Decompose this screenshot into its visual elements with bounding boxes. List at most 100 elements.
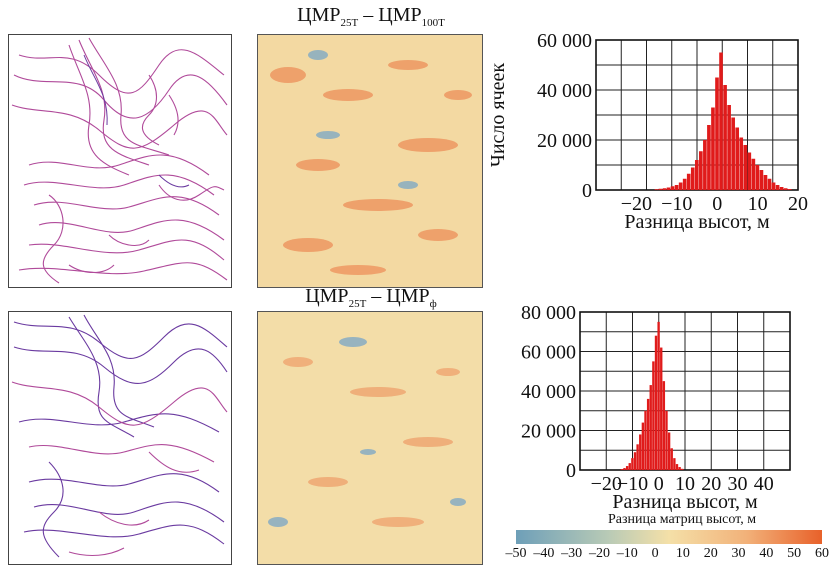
diff-map-top-title: ЦМР25Т – ЦМР100Т bbox=[297, 4, 445, 29]
contour-map-bottom bbox=[8, 311, 232, 565]
diff-texture-bottom bbox=[268, 337, 466, 527]
histogram-bar bbox=[654, 189, 659, 190]
contour-lines-top bbox=[11, 37, 228, 284]
histogram-bar bbox=[649, 385, 652, 470]
colorbar-tick-label: –30 bbox=[561, 546, 583, 561]
colorbar-tick-label: 40 bbox=[759, 546, 774, 561]
histogram-bar bbox=[636, 444, 639, 470]
histogram-bar bbox=[631, 458, 634, 470]
x-tick-label: 10 bbox=[675, 473, 695, 495]
histogram-bar bbox=[660, 347, 663, 470]
histogram-bar bbox=[763, 175, 768, 190]
histogram-bar bbox=[771, 182, 776, 190]
y-tick-label: 60 000 bbox=[521, 342, 576, 364]
histogram-bar bbox=[681, 468, 684, 470]
colorbar-tick-label: 10 bbox=[675, 546, 690, 561]
contour-map-top bbox=[8, 34, 232, 288]
histogram-bar bbox=[759, 170, 764, 190]
histogram-bar bbox=[667, 432, 671, 470]
colorbar-label: Разница матриц высот, м bbox=[608, 512, 757, 527]
histogram-bar bbox=[694, 160, 699, 190]
diff-map-bottom bbox=[257, 311, 483, 565]
histogram-bar bbox=[755, 165, 760, 190]
histogram-bar bbox=[723, 85, 727, 190]
histogram-bar bbox=[686, 173, 691, 190]
histogram-bar bbox=[665, 410, 668, 470]
histogram-bar bbox=[699, 151, 703, 190]
histogram-bar bbox=[657, 321, 660, 470]
histogram-bottom: 0 20 000 40 000 60 000 80 000 −20−10 0 10 20 30 40… bbox=[490, 302, 791, 513]
x-tick-label: 30 bbox=[728, 473, 748, 495]
histogram-bar bbox=[779, 187, 784, 190]
histogram-bar bbox=[711, 107, 715, 190]
histogram-bar bbox=[639, 434, 642, 470]
y-tick-label: 40 000 bbox=[521, 381, 576, 403]
histogram-bar bbox=[625, 466, 629, 470]
histogram-bar bbox=[783, 188, 788, 190]
contour-lines-bottom bbox=[11, 314, 228, 558]
plot-frame bbox=[579, 311, 791, 471]
colorbar-tick-label: 60 bbox=[815, 546, 829, 561]
x-tick-label: 20 bbox=[788, 193, 808, 215]
histogram-bar bbox=[767, 178, 772, 190]
histogram-bar bbox=[674, 185, 679, 190]
histogram-bar bbox=[670, 186, 675, 190]
x-axis-label: Разница высот, м bbox=[612, 491, 758, 513]
histogram-bar bbox=[715, 77, 719, 190]
histogram-bar bbox=[690, 167, 695, 190]
y-tick-label: 60 000 bbox=[537, 30, 592, 52]
y-tick-label: 0 bbox=[566, 460, 576, 482]
histogram-bar bbox=[658, 188, 663, 190]
colorbar-tick-label: 0 bbox=[651, 546, 659, 561]
y-axis-label: Число ячеек bbox=[490, 339, 493, 444]
histogram-top: 0 20 000 40 000 60 000 −20 −10 0 10 20 Разница вы… bbox=[490, 30, 808, 233]
histogram-bar bbox=[787, 189, 792, 190]
colorbar-tick-label: –10 bbox=[616, 546, 638, 561]
histogram-bar bbox=[644, 410, 647, 470]
y-axis-label: Число ячеек bbox=[490, 63, 509, 168]
x-tick-label: −20 bbox=[591, 473, 622, 495]
diff-map-top bbox=[257, 34, 483, 288]
x-tick-label: 20 bbox=[701, 473, 721, 495]
histogram-bar bbox=[735, 127, 740, 190]
histogram-bar bbox=[739, 137, 744, 190]
histogram-bar bbox=[731, 117, 735, 190]
histogram-bar bbox=[641, 422, 645, 470]
x-axis-label: Разница высот, м bbox=[624, 211, 770, 233]
y-tick-label: 20 000 bbox=[521, 421, 576, 443]
colorbar bbox=[516, 530, 822, 544]
histogram-bar bbox=[743, 145, 748, 190]
colorbar-tick-label: –20 bbox=[588, 546, 610, 561]
histogram-bar bbox=[666, 187, 671, 190]
histogram-bar bbox=[751, 158, 756, 190]
colorbar-tick-label: –40 bbox=[533, 546, 555, 561]
colorbar-ticks: –50 –40 –30 –20 –10 0 10 20 30 40 50 60 bbox=[500, 546, 836, 564]
histogram-bar bbox=[775, 185, 780, 190]
histogram-bar bbox=[707, 125, 711, 190]
histogram-bar bbox=[662, 188, 667, 190]
histogram-bar bbox=[628, 463, 631, 470]
x-tick-label: −10 bbox=[661, 193, 692, 215]
x-tick-label: 10 bbox=[748, 193, 768, 215]
x-tick-label: 0 bbox=[712, 193, 722, 215]
x-tick-label: 40 bbox=[754, 473, 774, 495]
colorbar-tick-label: 30 bbox=[731, 546, 746, 561]
histogram-bar bbox=[678, 182, 683, 190]
histogram-bar bbox=[678, 467, 681, 470]
y-tick-label: 20 000 bbox=[537, 130, 592, 152]
histogram-bar bbox=[620, 469, 624, 470]
diff-texture-top bbox=[270, 50, 472, 275]
colorbar-tick-label: 20 bbox=[703, 546, 718, 561]
colorbar-tick-label: 50 bbox=[787, 546, 802, 561]
y-tick-label: 40 000 bbox=[537, 80, 592, 102]
histogram-bar bbox=[670, 448, 673, 470]
histogram-bar bbox=[662, 381, 666, 470]
colorbar-tick-label: –50 bbox=[505, 546, 527, 561]
histogram-bar bbox=[727, 105, 731, 190]
histogram-bar bbox=[654, 335, 658, 470]
histogram-bar bbox=[719, 52, 723, 190]
diff-map-bottom-title: ЦМР25Т – ЦМРф bbox=[305, 285, 437, 310]
histogram-bar bbox=[633, 452, 637, 470]
histogram-bar bbox=[675, 464, 679, 470]
x-tick-label: 0 bbox=[654, 473, 664, 495]
